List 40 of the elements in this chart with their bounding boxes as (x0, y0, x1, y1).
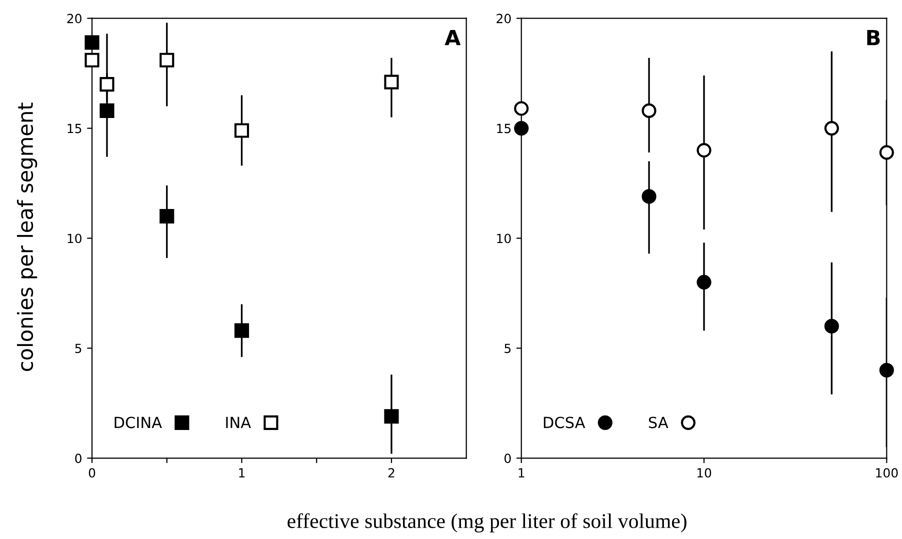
y-tick-label: 5 (504, 344, 511, 354)
y-tick-label: 10 (68, 234, 82, 244)
y-tick-label: 10 (497, 234, 511, 244)
legend-label: DCSA (544, 416, 586, 428)
y-axis-title: colonies per leaf segment (16, 102, 38, 371)
point (160, 208, 174, 224)
legend-label: DCINA (114, 416, 162, 428)
y-tick-label: 20 (67, 14, 82, 24)
y-tick-label: 15 (497, 124, 511, 134)
x-tick-label: 10 (697, 468, 712, 478)
y-tick-label: 0 (75, 454, 82, 464)
point (84, 35, 100, 50)
y-tick-label: 15 (68, 124, 82, 134)
y-tick-label: 20 (496, 14, 511, 24)
y-tick-label: 0 (504, 454, 511, 464)
point (514, 120, 529, 136)
chart-title: B (867, 30, 880, 46)
y-tick-label: 5 (75, 344, 82, 354)
x-tick-label: 0 (88, 468, 96, 478)
legend-label: INA (226, 416, 251, 428)
point (384, 409, 399, 424)
x-tick-label: 1 (518, 468, 524, 478)
point (234, 123, 250, 138)
legend-label: SA (648, 416, 668, 428)
point (84, 52, 100, 68)
point (696, 142, 712, 158)
point (100, 77, 114, 92)
chart-title: A (444, 30, 461, 46)
x-axis-title: effective substance (mg per liter of soil volume) (288, 513, 686, 532)
x-tick-label: 100 (876, 468, 898, 478)
point (514, 101, 529, 116)
point (234, 323, 250, 338)
point (879, 145, 894, 160)
point (160, 52, 174, 68)
point (384, 74, 399, 90)
point (100, 103, 114, 118)
point (696, 274, 712, 290)
x-tick-label: 2 (388, 468, 394, 478)
point (879, 362, 894, 378)
x-tick-label: 1 (239, 468, 245, 478)
